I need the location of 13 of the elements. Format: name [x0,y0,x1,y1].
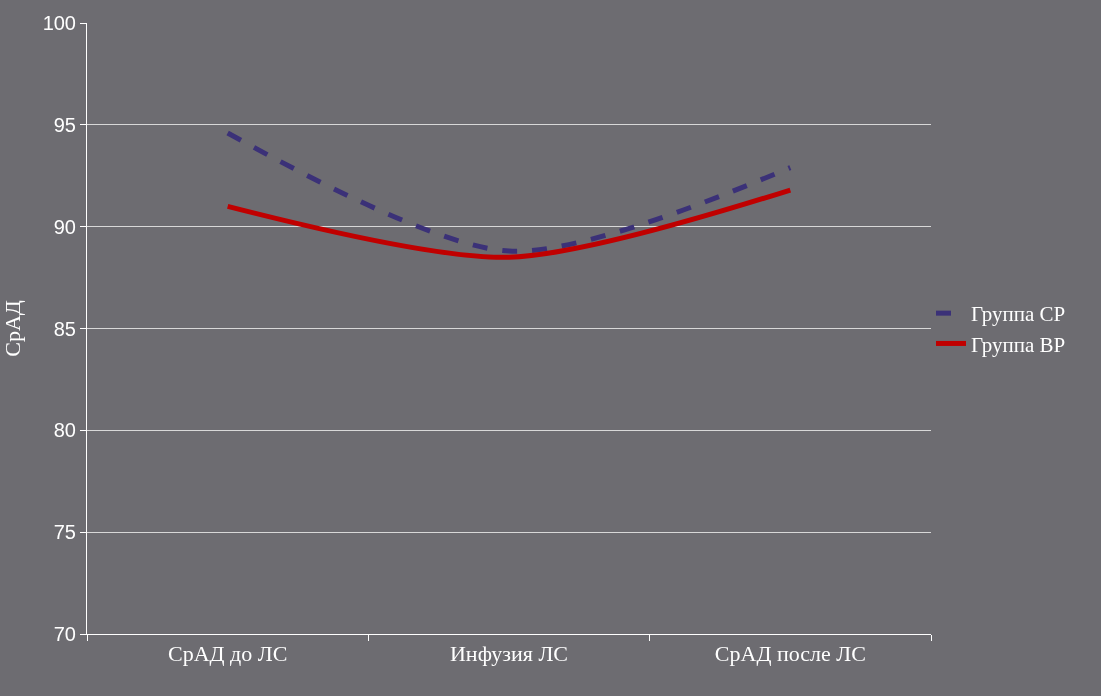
x-tick-label: СрАД до ЛС [167,641,288,667]
y-axis-title: СрАД [0,300,26,357]
legend-label: Группа СР [971,302,1066,327]
y-tick-label: 70 [53,623,76,645]
y-tick-label: 75 [53,521,76,544]
x-tick-label: СрАД после ЛС [714,641,866,667]
x-tick-label: Инфузия ЛС [449,641,569,667]
y-tick-label: 80 [53,419,76,442]
legend-label: Группа ВР [971,332,1066,357]
y-tick-label: 85 [53,317,76,340]
y-tick-label: 90 [53,215,76,238]
y-tick-label: 95 [53,113,76,136]
y-tick-label: 100 [42,12,76,34]
